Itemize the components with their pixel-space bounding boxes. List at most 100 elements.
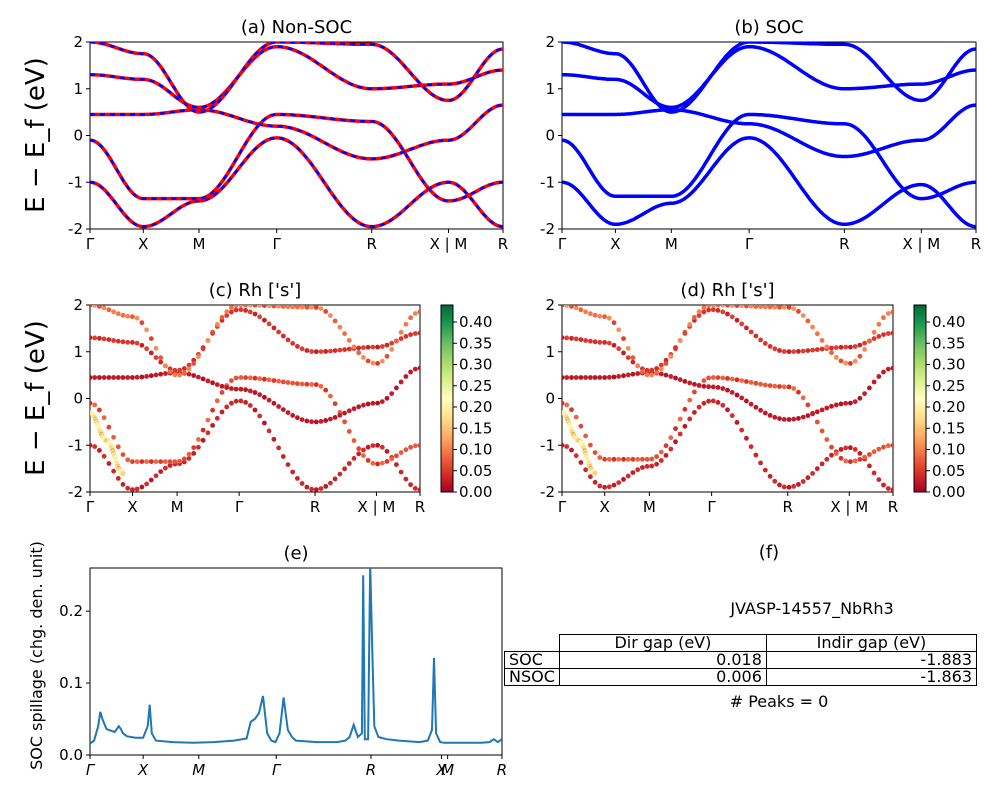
band-point xyxy=(630,371,636,377)
band-point xyxy=(257,314,263,320)
band-point xyxy=(271,325,277,331)
band-point xyxy=(394,462,399,467)
band-point xyxy=(323,309,329,314)
band-point xyxy=(658,366,664,372)
band-point xyxy=(668,374,674,379)
band-point xyxy=(673,426,678,431)
band-point xyxy=(729,314,735,320)
band-point xyxy=(370,443,376,448)
band-point xyxy=(111,468,116,474)
band-point xyxy=(205,417,211,423)
band-point xyxy=(621,350,626,356)
band-line xyxy=(562,103,976,159)
panel-c-rh-s-projection: (c) Rh ['s'] -2 -1 0 1 2 Γ X M Γ R X | M R 0.00 0.05 0.… xyxy=(68,280,492,516)
band-point xyxy=(616,480,622,485)
band-point xyxy=(729,376,735,382)
band-point xyxy=(148,336,154,341)
band-point xyxy=(120,482,126,487)
band-point xyxy=(611,320,617,326)
panel-f-title: (f) xyxy=(759,542,779,563)
band-point xyxy=(772,305,778,310)
band-point xyxy=(682,329,688,335)
band-point xyxy=(739,378,745,383)
band-point xyxy=(649,367,655,373)
band-point xyxy=(805,413,811,418)
band-point xyxy=(562,375,565,380)
band-point xyxy=(810,324,815,330)
x-tick-label: M xyxy=(171,498,184,516)
y-tick-label: -1 xyxy=(540,173,555,191)
band-point xyxy=(233,307,239,313)
band-point xyxy=(389,340,395,346)
band-point xyxy=(569,305,574,309)
band-point xyxy=(838,358,844,364)
band-point xyxy=(857,457,863,462)
band-point xyxy=(205,378,211,384)
band-point xyxy=(200,376,206,382)
band-point xyxy=(621,373,626,379)
band-point xyxy=(139,459,145,464)
band-point xyxy=(814,466,820,472)
colorbar-tick-label: 0.25 xyxy=(932,377,965,395)
band-point xyxy=(682,423,688,429)
band-point xyxy=(361,447,366,453)
band-point xyxy=(725,376,730,381)
band-point xyxy=(90,400,93,406)
band-point xyxy=(753,333,759,339)
band-point xyxy=(819,338,825,343)
band-point xyxy=(767,305,773,310)
band-point xyxy=(304,305,310,310)
band-point xyxy=(602,340,607,345)
band-point xyxy=(852,458,858,464)
indir-gap-value: -1.883 xyxy=(765,651,978,669)
band-point xyxy=(346,408,352,414)
band-point xyxy=(97,335,102,341)
band-point xyxy=(134,374,140,380)
band-point xyxy=(838,455,844,461)
band-point xyxy=(186,362,192,368)
band-line xyxy=(562,112,976,201)
band-point xyxy=(172,372,178,378)
band-point xyxy=(328,393,333,399)
band-point xyxy=(295,415,300,421)
gap-table-row: SOC 0.018 -1.883 xyxy=(504,651,978,669)
band-point xyxy=(130,459,135,464)
band-point xyxy=(214,398,220,404)
band-point xyxy=(233,386,239,392)
band-point xyxy=(758,460,763,466)
band-point xyxy=(602,314,607,320)
band-point xyxy=(829,350,834,356)
band-point xyxy=(744,305,749,309)
axes-frame xyxy=(561,41,977,230)
band-point xyxy=(403,476,409,482)
band-point xyxy=(332,476,338,482)
band-point xyxy=(106,375,112,380)
band-point xyxy=(167,459,173,464)
band-point xyxy=(843,400,849,406)
band-point xyxy=(876,446,882,452)
panel-title: (b) SOC xyxy=(734,17,803,38)
band-point xyxy=(365,401,371,407)
x-tick-label: Γ xyxy=(272,761,282,779)
band-point xyxy=(748,401,754,407)
band-point xyxy=(706,307,711,313)
band-point xyxy=(210,407,216,413)
band-point xyxy=(290,380,296,386)
band-point xyxy=(791,484,797,489)
band-point xyxy=(687,380,693,386)
band-point xyxy=(403,321,409,327)
band-point xyxy=(379,460,385,466)
band-point xyxy=(748,329,754,335)
band-point xyxy=(342,466,347,472)
band-point xyxy=(852,358,858,364)
plot-area xyxy=(562,305,893,492)
band-point xyxy=(280,454,286,459)
band-point xyxy=(92,402,98,408)
band-point xyxy=(881,369,886,375)
band-point xyxy=(611,342,617,348)
band-point xyxy=(101,415,107,421)
band-point xyxy=(701,309,707,315)
band-point xyxy=(739,395,745,401)
band-point xyxy=(243,308,249,313)
band-point xyxy=(90,375,93,380)
